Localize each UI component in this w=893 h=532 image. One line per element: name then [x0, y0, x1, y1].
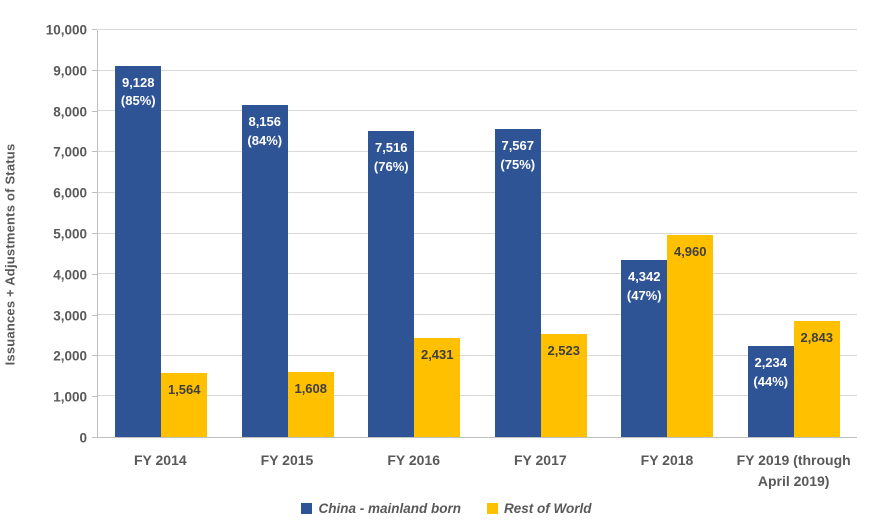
- bar-rest-of-world-fy-2019-through: 2,843: [793, 321, 840, 437]
- bar-china-mainland-born-fy-2016: 7,516 (76%): [368, 131, 415, 437]
- x-axis-label-fy-2015: FY 2015: [260, 452, 314, 468]
- legend-item-china-mainland-born: China - mainland born: [301, 501, 461, 516]
- bar-rest-of-world-fy-2017: 2,523: [540, 334, 587, 437]
- y-tick-mark: [92, 396, 97, 398]
- y-tick-label: 10,000: [45, 22, 87, 38]
- bar-group-fy-2014: 9,128 (85%) 1,564: [98, 30, 225, 437]
- gridline: [98, 354, 857, 356]
- bar-rest-of-world-fy-2018: 4,960: [667, 235, 714, 437]
- gridline: [98, 191, 857, 193]
- gridline: [98, 69, 857, 71]
- y-tick-label: 2,000: [53, 348, 87, 364]
- legend: China - mainland born Rest of World: [0, 501, 893, 516]
- bar-rest-of-world-fy-2014: 1,564: [161, 373, 208, 437]
- y-tick-label: 3,000: [53, 308, 87, 324]
- y-tick-mark: [92, 437, 97, 438]
- y-tick-mark: [92, 69, 97, 71]
- y-axis: 0 1,000 2,000 3,000 4,000 5,000 6,000 7,000 8,00…: [0, 23, 97, 446]
- x-axis: FY 2014 FY 2015 FY 2016 FY 2017 FY 2018 FY 20…: [97, 450, 857, 494]
- bar-value-label: 9,128 (85%): [120, 74, 156, 109]
- bar-china-mainland-born-fy-2014: 9,128 (85%): [115, 65, 162, 437]
- legend-label: China - mainland born: [318, 501, 461, 516]
- plot-area: 9,128 (85%) 1,564 8,156 (84%) 1,608 7,516 (7…: [97, 29, 858, 438]
- x-axis-label-fy-2014: FY 2014: [133, 452, 187, 468]
- bar-rest-of-world-fy-2015: 1,608: [287, 371, 334, 437]
- y-tick-mark: [92, 355, 97, 357]
- x-axis-label-fy-2017: FY 2017: [513, 452, 567, 468]
- bar-value-label: 2,523: [547, 343, 581, 359]
- gridline: [98, 232, 857, 234]
- bar-group-fy-2018: 4,342 (47%) 4,960: [604, 30, 731, 437]
- gridline: [98, 395, 857, 397]
- y-tick-label: 7,000: [53, 144, 87, 160]
- gridline: [98, 273, 857, 275]
- bar-value-label: 4,342 (47%): [626, 269, 662, 304]
- bar-china-mainland-born-fy-2019-through: 2,234 (44%): [747, 346, 794, 437]
- y-tick-mark: [92, 110, 97, 112]
- bar-value-label: 2,234 (44%): [753, 355, 789, 389]
- bar-china-mainland-born-fy-2017: 7,567 (75%): [494, 129, 541, 437]
- y-tick-label: 9,000: [53, 63, 87, 79]
- y-tick-mark: [92, 151, 97, 153]
- y-tick-mark: [92, 273, 97, 275]
- x-axis-label-fy-2016: FY 2016: [387, 452, 440, 468]
- bar-group-fy-2017: 7,567 (75%) 2,523: [478, 30, 605, 437]
- gridline: [98, 313, 857, 315]
- bar-value-label: 4,960: [673, 244, 707, 260]
- bar-value-label: 1,564: [167, 382, 201, 398]
- bar-rest-of-world-fy-2016: 2,431: [414, 338, 461, 437]
- bar-group-fy-2019-through: 2,234 (44%) 2,843: [731, 30, 858, 437]
- bar-value-label: 7,567 (75%): [500, 138, 536, 172]
- gridline: [98, 110, 857, 112]
- y-tick-label: 1,000: [53, 389, 87, 405]
- bar-value-label: 7,516 (76%): [373, 140, 409, 174]
- y-tick-mark: [92, 29, 97, 30]
- bar-china-mainland-born-fy-2018: 4,342 (47%): [621, 260, 668, 437]
- bar-value-label: 2,431: [420, 347, 454, 363]
- legend-swatch: [487, 503, 498, 514]
- bar-group-fy-2016: 7,516 (76%) 2,431: [351, 30, 478, 437]
- x-axis-label-fy-2019-through: FY 2019 (through April 2019): [736, 452, 851, 489]
- y-tick-label: 4,000: [53, 267, 87, 283]
- y-tick-label: 6,000: [53, 185, 87, 201]
- y-tick-label: 0: [79, 430, 87, 446]
- y-tick-mark: [92, 233, 97, 234]
- bar-value-label: 2,843: [800, 330, 834, 346]
- bar-value-label: 1,608: [294, 380, 328, 396]
- y-tick-mark: [92, 314, 97, 316]
- gridline: [98, 29, 857, 30]
- legend-label: Rest of World: [504, 501, 592, 516]
- gridline: [98, 151, 857, 153]
- bar-china-mainland-born-fy-2015: 8,156 (84%): [241, 105, 288, 437]
- bar-group-fy-2015: 8,156 (84%) 1,608: [225, 30, 352, 437]
- bar-value-label: 8,156 (84%): [247, 114, 283, 148]
- legend-item-rest-of-world: Rest of World: [487, 501, 592, 516]
- x-axis-label-fy-2018: FY 2018: [640, 452, 694, 468]
- legend-swatch: [301, 503, 313, 514]
- y-tick-label: 8,000: [53, 104, 87, 120]
- y-tick-label: 5,000: [53, 226, 87, 242]
- y-tick-mark: [92, 192, 97, 194]
